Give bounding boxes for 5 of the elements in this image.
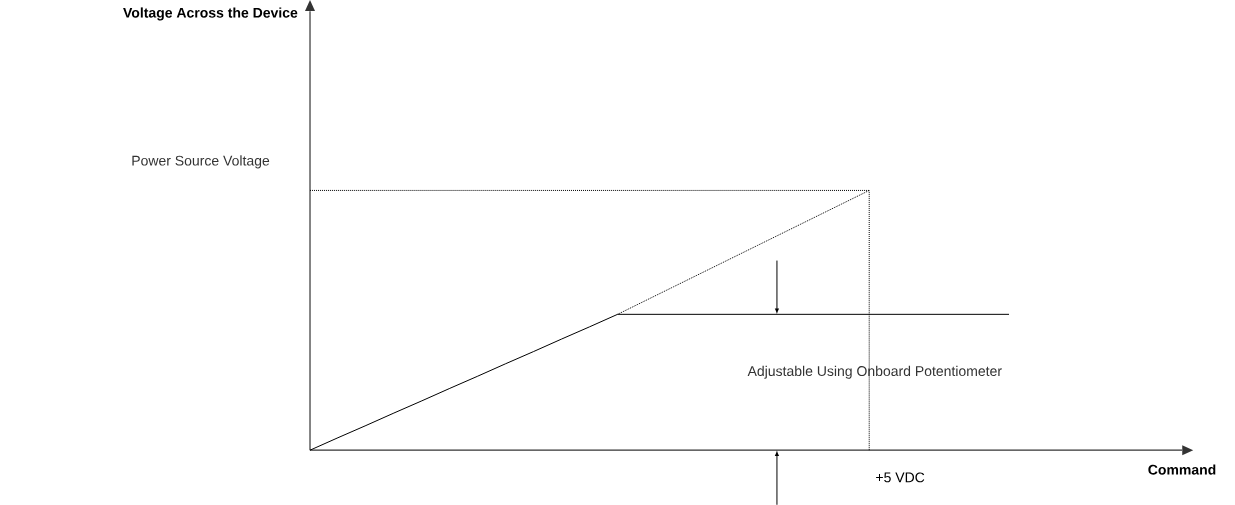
text: Command [1148, 464, 1216, 475]
text: +5 VDC [876, 472, 925, 483]
text: Voltage Across the Device [123, 7, 298, 21]
annotation: Adjustable Using Onboard Potentiometer [747, 365, 1002, 379]
text: Power Source Voltage [132, 155, 270, 169]
